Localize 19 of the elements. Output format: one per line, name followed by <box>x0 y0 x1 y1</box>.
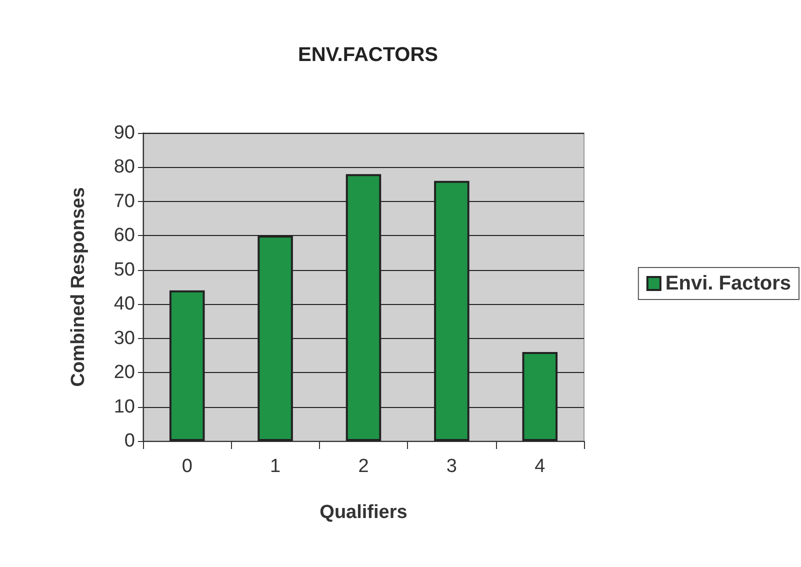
chart-title: ENV.FACTORS <box>298 44 438 66</box>
y-tick-label: 50 <box>114 259 135 280</box>
legend-label: Envi. Factors <box>665 272 792 294</box>
y-tick-label: 40 <box>114 294 135 315</box>
y-tick-label: 80 <box>114 156 135 178</box>
x-tick-label: 1 <box>270 456 281 477</box>
x-tick-label: 3 <box>446 456 457 477</box>
x-tick-label: 0 <box>182 456 192 477</box>
y-tick-label: 70 <box>114 190 135 212</box>
x-tick-label: 2 <box>358 456 369 477</box>
x-axis-title: Qualifiers <box>320 502 408 523</box>
y-tick-label: 0 <box>124 430 135 452</box>
y-tick-label: 20 <box>114 362 135 384</box>
y-axis-title: Combined Responses <box>68 187 89 387</box>
x-tick-label: 4 <box>534 456 546 477</box>
y-tick-label: 60 <box>114 225 135 246</box>
y-tick-label: 30 <box>114 328 135 349</box>
y-tick-label: 10 <box>114 396 135 418</box>
y-tick-label: 90 <box>114 122 135 144</box>
